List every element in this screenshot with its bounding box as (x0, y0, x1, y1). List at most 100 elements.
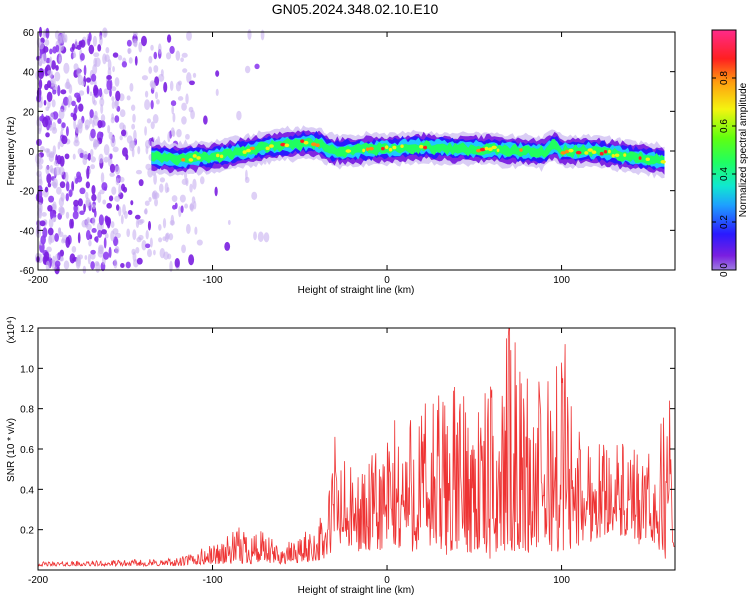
spectrogram-noise-speck (83, 64, 87, 76)
spectrogram-noise-speck (45, 132, 50, 138)
spectrogram-noise-speck (56, 186, 62, 195)
spectrogram-noise-speck (79, 187, 86, 195)
spectrogram-noise-speck (145, 163, 152, 171)
spectrogram-noise-speck (166, 34, 172, 43)
spectrogram-noise-speck (118, 183, 122, 196)
spectrogram-noise-speck (38, 79, 43, 90)
colorbar-frame (711, 29, 737, 271)
spectrogram-noise-speck (44, 186, 49, 193)
spectrogram-noise-speck (91, 73, 97, 82)
spectrogram-noise-speck (130, 200, 134, 206)
colorbar-tick-label: 0.2 (719, 215, 730, 229)
spectrogram-noise-speck (158, 73, 165, 82)
spectrogram-noise-speck (59, 207, 65, 216)
spectrogram-noise-speck (186, 30, 192, 41)
spectrogram-noise-speck (83, 203, 86, 213)
spectrogram-hot-spot (196, 156, 201, 160)
spectrogram-noise-speck (60, 256, 64, 262)
spectrogram-noise-speck (52, 89, 57, 95)
colorbar-tick-label: 0.8 (719, 71, 730, 85)
spectrogram-noise-speck (49, 165, 54, 173)
spectrogram-y-tick-label: -60 (20, 266, 35, 277)
spectrogram-noise-speck (145, 145, 149, 155)
spectrogram-noise-speck (148, 66, 153, 74)
spectrogram-hot-spot (568, 148, 574, 153)
spectrogram-noise-speck (83, 150, 88, 160)
spectrogram-noise-speck (52, 121, 57, 131)
spectrogram-noise-speck (108, 131, 113, 140)
snr-x-tick-label: -200 (28, 575, 48, 586)
spectrogram-noise-speck (77, 232, 81, 244)
spectrogram-noise-speck (59, 33, 66, 44)
spectrogram-noise-speck (111, 96, 115, 102)
spectrogram-noise-speck (175, 50, 181, 61)
spectrogram-noise-speck (186, 223, 191, 235)
spectrogram-x-tick-label: 100 (553, 275, 570, 286)
spectrogram-noise-speck (138, 41, 143, 53)
spectrogram-noise-speck (77, 74, 84, 86)
spectrogram-noise-speck (36, 37, 41, 48)
spectrogram-noise-speck (106, 79, 112, 91)
spectrogram-noise-speck (115, 177, 120, 186)
spectrogram-hot-spot (192, 154, 197, 158)
spectrogram-noise-speck (114, 99, 119, 110)
spectrogram-noise-speck (90, 261, 95, 270)
spectrogram-noise-speck (61, 135, 68, 145)
spectrogram-noise-speck (175, 81, 182, 92)
spectrogram-noise-speck (192, 72, 197, 78)
spectrogram-noise-speck (58, 166, 65, 176)
spectrogram-noise-speck (92, 216, 96, 226)
spectrogram-noise-speck (52, 83, 58, 91)
spectrogram-noise-speck (152, 114, 159, 124)
spectrogram-noise-speck (55, 65, 59, 71)
spectrogram-noise-speck (103, 144, 110, 156)
spectrogram-noise-speck (76, 68, 81, 77)
colorbar-label: Normalized spectral amplitude (738, 82, 749, 217)
spectrogram-noise-speck (145, 243, 151, 249)
spectrogram-noise-speck (51, 60, 56, 70)
spectrogram-noise-speck (260, 29, 265, 41)
spectrogram-noise-speck (134, 214, 141, 220)
spectrogram-hot-spot (246, 148, 251, 153)
spectrogram-noise-speck (58, 53, 62, 62)
spectrogram-noise-speck (36, 219, 42, 227)
spectrogram-noise-speck (91, 203, 96, 210)
spectrogram-noise-speck (38, 67, 45, 80)
spectrogram-noise-speck (166, 52, 172, 60)
snr-series-line (37, 327, 675, 568)
colorbar-tick-label: 0.6 (719, 119, 730, 133)
spectrogram-noise-speck (150, 121, 155, 130)
spectrogram-noise-speck (191, 196, 196, 204)
spectrogram-y-tick-label: 40 (23, 68, 35, 79)
spectrogram-hot-spot (345, 149, 352, 153)
spectrogram-noise-speck (127, 47, 132, 54)
spectrogram-noise-speck (159, 177, 166, 183)
spectrogram-noise-speck (181, 116, 187, 125)
spectrogram-hot-spot (419, 144, 424, 149)
spectrogram-hot-spot (284, 143, 290, 148)
spectrogram-noise-speck (51, 99, 56, 108)
spectrogram-noise-speck (137, 145, 141, 155)
spectrogram-noise-speck (115, 90, 121, 102)
spectrogram-noise-speck (171, 105, 175, 115)
spectrogram-noise-speck (141, 75, 149, 81)
spectrogram-noise-speck (79, 210, 85, 216)
colorbar-tick-label: 0.0 (719, 263, 730, 277)
spectrogram-noise-speck (110, 221, 115, 228)
spectrogram-noise-speck (40, 53, 47, 64)
spectrogram-noise-speck (74, 92, 81, 99)
spectrogram-noise-speck (62, 96, 69, 106)
spectrogram-noise-speck (192, 178, 197, 190)
spectrogram-noise-speck (184, 203, 189, 209)
spectrogram-noise-speck (199, 176, 205, 185)
spectrogram-noise-speck (134, 55, 138, 66)
spectrogram-noise-speck (42, 116, 49, 128)
spectrogram-hot-spot (381, 146, 385, 151)
spectrogram-y-tick-label: 0 (28, 147, 34, 158)
spectrogram-noise-speck (94, 110, 98, 119)
spectrogram-noise-speck (92, 84, 99, 96)
spectrogram-noise-speck (93, 139, 100, 148)
spectrogram-noise-speck (126, 135, 133, 144)
spectrogram-y-ticks: -60 -40 -20 0 20 40 60 (20, 28, 675, 277)
